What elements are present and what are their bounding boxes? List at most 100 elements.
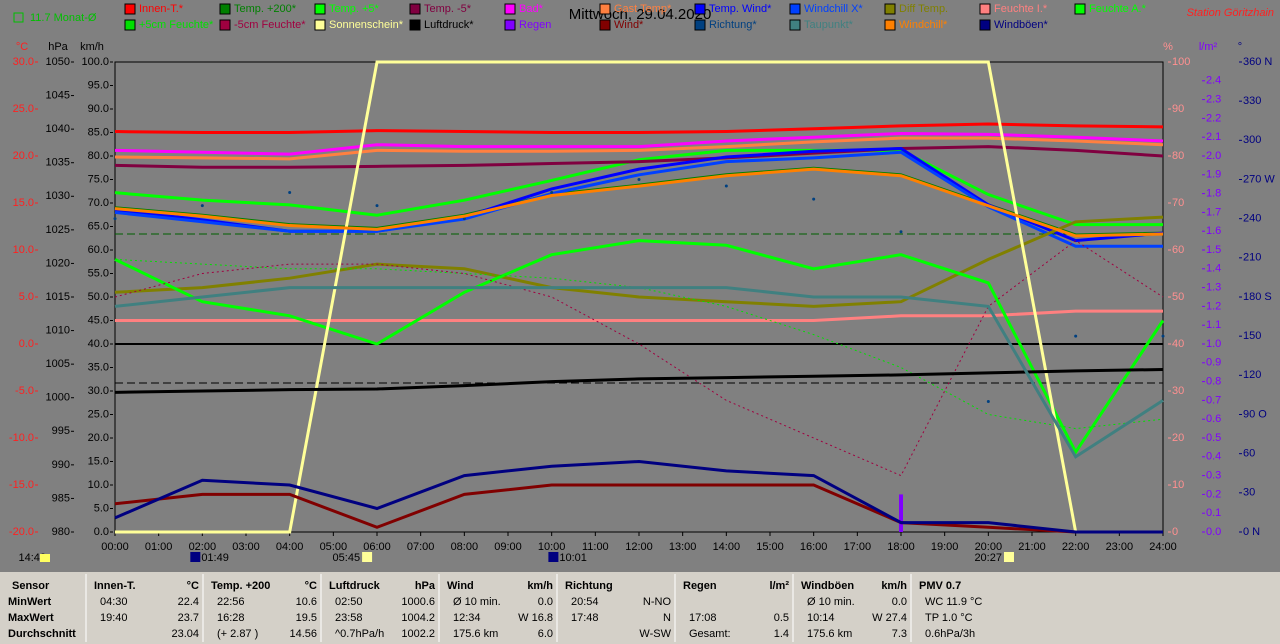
- series-line: [114, 136, 1164, 161]
- y-tick-label: 1.0: [1206, 338, 1221, 350]
- y-tick-label: 20.0: [13, 150, 34, 162]
- y-tick-label: -15.0: [9, 479, 34, 491]
- x-tick-label: 17:00: [844, 541, 872, 553]
- x-tick-label: 01:00: [145, 541, 173, 553]
- cell: 7.3: [892, 628, 907, 640]
- y-tick-label: 1.5: [1206, 244, 1221, 256]
- y-tick-label: 0.6: [1206, 413, 1221, 425]
- column-unit: km/h: [527, 580, 553, 592]
- annotation: 01:49: [201, 552, 229, 564]
- legend-swatch: [124, 19, 136, 31]
- cell: 175.6 km: [453, 628, 498, 640]
- direction-dot: [200, 204, 204, 208]
- x-tick-label: 06:00: [363, 541, 391, 553]
- legend-label: Windböen*: [994, 19, 1049, 31]
- y-tick-label: 15.0: [13, 197, 34, 209]
- series-line: [114, 145, 1164, 169]
- cell: N: [663, 612, 671, 624]
- y-tick-label: 270 W: [1243, 173, 1275, 185]
- y-tick-label: 1030: [46, 190, 70, 202]
- cell: W 27.4: [872, 612, 907, 624]
- legend-label: Temp. Wind*: [709, 3, 772, 15]
- legend-swatch: [504, 19, 516, 31]
- cell: 1004.2: [401, 612, 435, 624]
- cell: 0.0: [892, 596, 907, 608]
- cell: Ø 10 min.: [807, 596, 855, 608]
- axis-label: hPa: [48, 41, 68, 53]
- legend-swatch: [789, 19, 801, 31]
- direction-dot: [375, 204, 379, 208]
- monthly-avg-label: 11.7 Monat-Ø: [30, 12, 97, 24]
- cell: 19.5: [296, 612, 317, 624]
- y-tick-label: 1035: [46, 157, 70, 169]
- cell: 175.6 km: [807, 628, 852, 640]
- column-title: Windböen: [801, 580, 854, 592]
- cell: 23.04: [171, 628, 199, 640]
- y-tick-label: 0.0: [94, 526, 109, 538]
- column-unit: °C: [187, 580, 199, 592]
- y-tick-label: 990: [52, 459, 70, 471]
- x-tick-label: 15:00: [756, 541, 784, 553]
- cell: W-SW: [639, 628, 671, 640]
- x-tick-label: 03:00: [232, 541, 260, 553]
- legend-label: Luftdruck*: [424, 19, 474, 31]
- legend-swatch: [694, 19, 706, 31]
- x-tick-label: 14:00: [713, 541, 741, 553]
- y-tick-label: 2.1: [1206, 131, 1221, 143]
- y-tick-label: 995: [52, 425, 70, 437]
- legend-swatch: [599, 19, 611, 31]
- y-tick-label: 2.2: [1206, 112, 1221, 124]
- x-tick-label: 18:00: [887, 541, 915, 553]
- y-tick-label: 0.0: [1206, 526, 1221, 538]
- column-title: Regen: [683, 580, 717, 592]
- cell: 16:28: [217, 612, 245, 624]
- cell: 1000.6: [401, 596, 435, 608]
- x-tick-label: 11:00: [582, 541, 609, 553]
- y-tick-label: 0.3: [1206, 470, 1221, 482]
- cell: 1002.2: [401, 628, 435, 640]
- cell: 0.5: [774, 612, 789, 624]
- annotation: 10:01: [559, 552, 587, 564]
- y-tick-label: 30: [1172, 385, 1184, 397]
- legend-label: Taupunkt*: [804, 19, 854, 31]
- table-bg: [0, 572, 1280, 644]
- column-title: Temp. +200: [211, 580, 270, 592]
- y-tick-label: 40: [1172, 338, 1184, 350]
- y-tick-label: 90.0: [88, 103, 109, 115]
- y-tick-label: 1.7: [1206, 206, 1221, 218]
- legend-label: Feuchte I.*: [994, 3, 1048, 15]
- chart: Mittwoch, 29.04.2020 Station Göritzhain …: [8, 2, 1276, 564]
- y-tick-label: 50: [1172, 291, 1184, 303]
- legend-label: Wind*: [614, 19, 644, 31]
- y-tick-label: 10: [1172, 479, 1184, 491]
- x-tick-label: 22:00: [1062, 541, 1090, 553]
- y-tick-label: 1.9: [1206, 169, 1221, 181]
- y-tick-label: 10.0: [88, 479, 109, 491]
- row-label: MinWert: [8, 596, 52, 608]
- y-tick-label: 0.8: [1206, 376, 1221, 388]
- y-tick-label: 980: [52, 526, 70, 538]
- x-tick-label: 08:00: [451, 541, 479, 553]
- cell: 17:48: [571, 612, 599, 624]
- y-tick-label: 1.3: [1206, 282, 1221, 294]
- axis-label: °: [1238, 41, 1242, 53]
- cell: 12:34: [453, 612, 481, 624]
- cell: 14.56: [289, 628, 317, 640]
- now-label: 14:42: [18, 552, 46, 564]
- direction-dot: [637, 178, 641, 181]
- cell: Gesamt:: [689, 628, 731, 640]
- x-tick-label: 10:00: [538, 541, 566, 553]
- series-line: [114, 131, 1164, 156]
- direction-dot: [462, 217, 466, 221]
- legend-label: Innen-T.*: [139, 3, 184, 15]
- column-unit: km/h: [881, 580, 907, 592]
- y-tick-label: 985: [52, 492, 70, 504]
- legend-label: Diff Temp.: [899, 3, 948, 15]
- legend-swatch: [409, 19, 421, 31]
- annotation: 20:27: [974, 552, 1002, 564]
- x-tick-label: 19:00: [931, 541, 959, 553]
- axis-label: km/h: [80, 41, 104, 53]
- sun-icon: [40, 554, 50, 562]
- annotation-marker: [190, 552, 201, 562]
- y-tick-label: 2.3: [1206, 94, 1221, 106]
